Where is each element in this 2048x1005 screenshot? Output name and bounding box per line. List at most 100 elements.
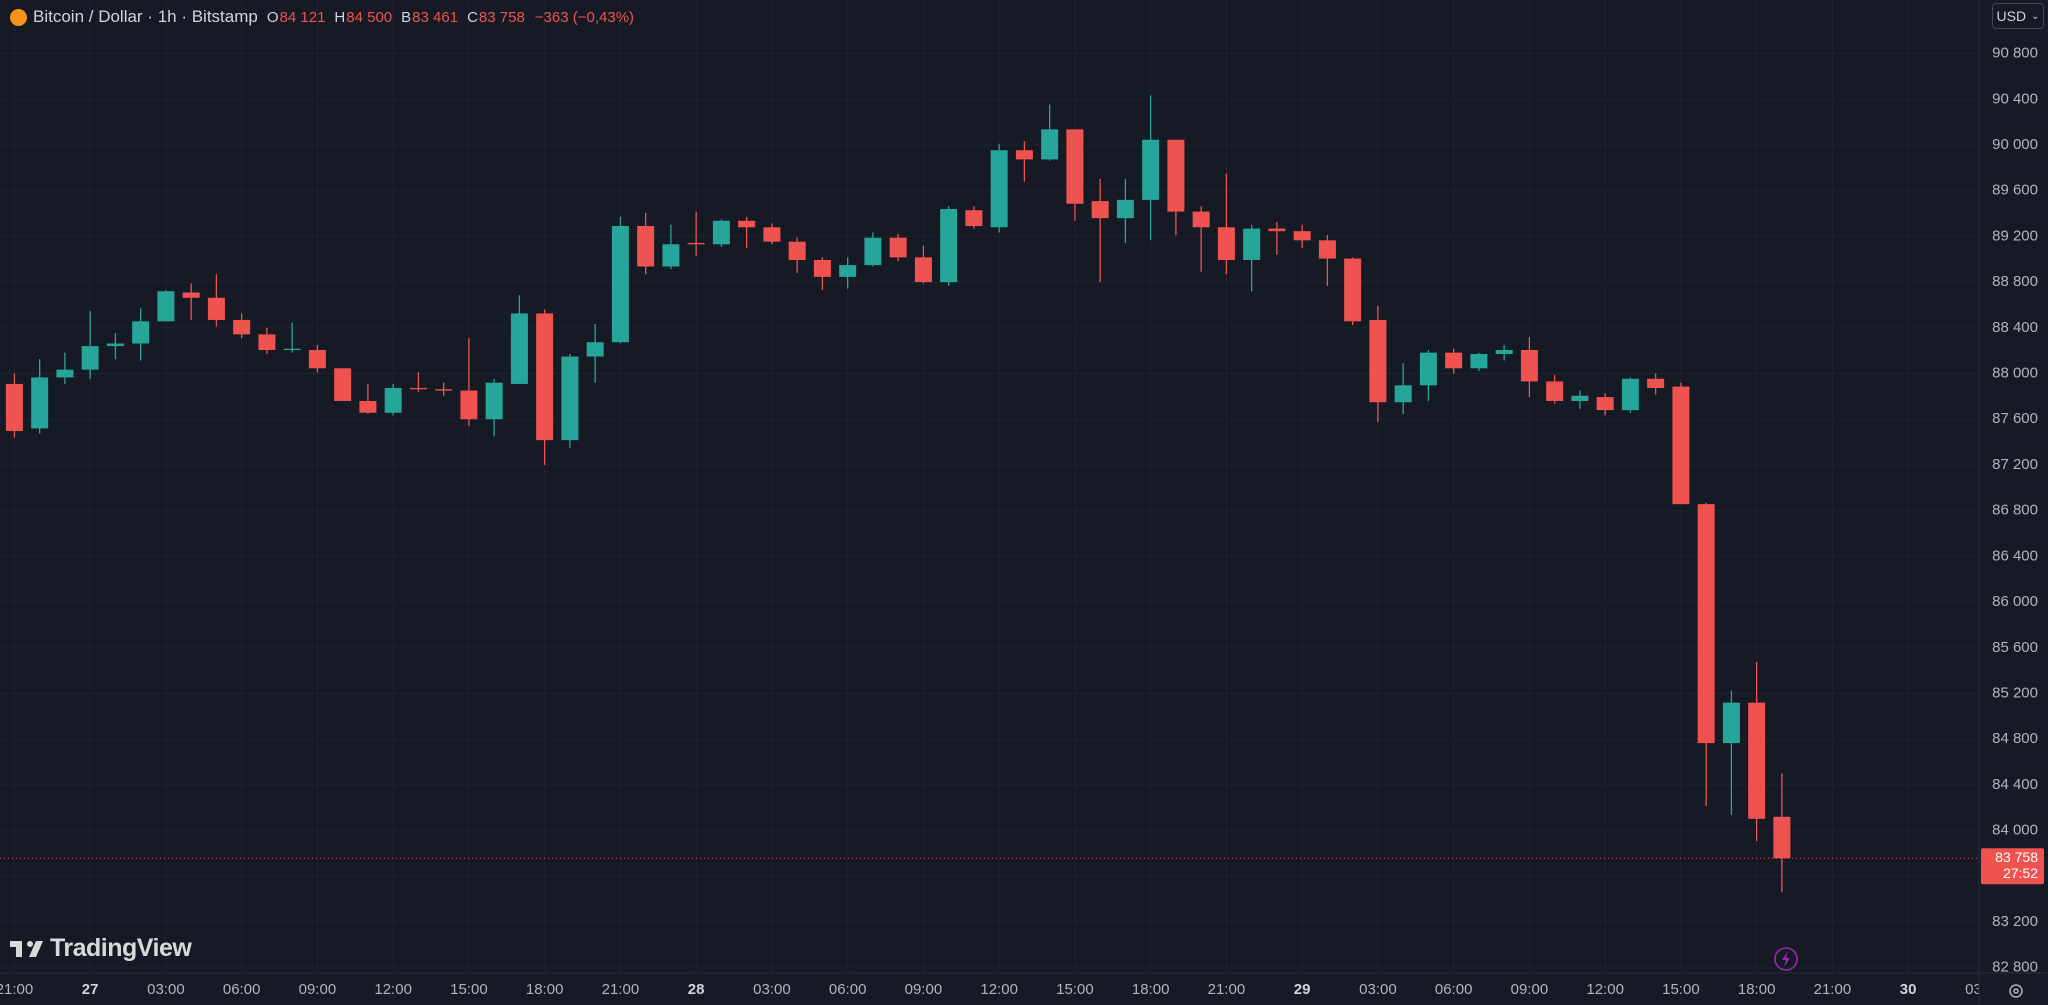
candle-body <box>1571 395 1589 401</box>
x-tick-label: 03:00 <box>753 981 791 998</box>
candle-body <box>1621 378 1639 411</box>
candle-body <box>1066 129 1084 204</box>
x-tick-label: 06:00 <box>1435 981 1473 998</box>
candle-body <box>1672 386 1690 505</box>
alert-icon-ring <box>1774 947 1798 971</box>
brand-mark <box>10 940 43 957</box>
candle-body <box>940 208 958 283</box>
candle-body <box>1445 352 1463 369</box>
y-tick-label: 90 000 <box>1992 136 2038 153</box>
candle-body <box>889 237 907 258</box>
alert-icon[interactable] <box>1774 947 1798 971</box>
candle-body <box>308 350 326 369</box>
candle-body <box>157 291 175 322</box>
y-tick-label: 87 600 <box>1992 410 2038 427</box>
candle-body <box>1293 231 1311 241</box>
ohlc-value: 83 758 <box>478 8 525 26</box>
x-tick-label: 18:00 <box>1132 981 1170 998</box>
candle-body <box>81 346 99 370</box>
y-tick-label: 89 600 <box>1992 182 2038 199</box>
candle-body <box>1142 139 1160 200</box>
dropdown-caret: ⌄ <box>2031 10 2040 22</box>
y-tick-label: 88 400 <box>1992 319 2038 336</box>
ohlc-key: C <box>467 8 478 26</box>
ohlc-key: B <box>401 8 412 26</box>
symbol-icon <box>10 8 27 26</box>
candle-body <box>990 150 1008 228</box>
candle-body <box>1495 350 1513 355</box>
ohlc-key: H <box>334 8 346 26</box>
candle-body <box>1546 381 1564 401</box>
price-change: −363 (−0,43%) <box>534 8 635 26</box>
candle-body <box>1470 354 1488 369</box>
candle-body <box>106 343 124 347</box>
candle-body <box>1243 228 1261 260</box>
y-tick-label: 89 200 <box>1992 227 2038 244</box>
y-tick-label: 83 200 <box>1992 913 2038 930</box>
candle-body <box>813 259 831 277</box>
brand-name: TradingView <box>50 934 192 962</box>
candle-body <box>1773 816 1791 859</box>
candle-body <box>1217 227 1235 260</box>
y-tick-label: 90 400 <box>1992 90 2038 107</box>
symbol-title[interactable]: Bitcoin / Dollar · 1h · Bitstamp <box>33 7 258 26</box>
y-tick-label: 85 200 <box>1992 684 2038 701</box>
candle-body <box>1647 378 1665 388</box>
candle-body <box>712 220 730 245</box>
last-price-label: 83 758 <box>1995 849 2038 865</box>
candle-body <box>1748 702 1766 819</box>
settings-icon-ring <box>2009 984 2023 998</box>
x-tick-label: 21:00 <box>0 981 33 998</box>
candle-body <box>1318 240 1336 259</box>
candle-body <box>207 297 225 320</box>
x-tick-label: 06:00 <box>829 981 867 998</box>
candle-body <box>409 387 427 390</box>
candle-body <box>864 237 882 266</box>
candle-body <box>182 292 200 298</box>
candle-body <box>637 226 655 267</box>
ohlc-value: 84 500 <box>346 8 393 26</box>
y-tick-label: 86 800 <box>1992 502 2038 519</box>
currency-button[interactable]: USD ⌄ <box>1992 3 2044 29</box>
x-tick-label: 12:00 <box>980 981 1018 998</box>
candle-body <box>1167 139 1185 212</box>
candle-body <box>510 313 528 384</box>
x-tick-label: 03:00 <box>1359 981 1397 998</box>
x-tick-label: 06:00 <box>223 981 261 998</box>
candle-body <box>132 321 150 344</box>
candle-body <box>611 226 629 343</box>
ohlc-key: O <box>266 8 279 26</box>
settings-icon[interactable] <box>2009 984 2023 998</box>
candle-body <box>460 390 478 420</box>
candle-body <box>586 342 604 357</box>
candle-body <box>31 377 49 429</box>
candle-body <box>258 334 276 351</box>
candle-body <box>1344 258 1362 322</box>
y-tick-label: 88 800 <box>1992 273 2038 290</box>
y-tick-label: 86 400 <box>1992 547 2038 564</box>
candle-body <box>485 382 503 420</box>
candle-body <box>839 265 857 277</box>
candle-body <box>1722 702 1740 744</box>
x-tick-label: 18:00 <box>1738 981 1776 998</box>
brand-logo[interactable]: TradingView <box>10 934 192 963</box>
y-tick-label: 90 800 <box>1992 45 2038 62</box>
candle-body <box>1394 385 1412 403</box>
candle-body <box>536 313 554 441</box>
x-tick-label: 12:00 <box>1586 981 1624 998</box>
x-tick-label: 27 <box>82 981 99 998</box>
x-tick-label: 30 <box>1900 981 1917 998</box>
x-tick-label: 09:00 <box>299 981 337 998</box>
last-price-tag <box>1981 848 2044 885</box>
candle-body <box>1697 504 1715 744</box>
y-tick-label: 85 600 <box>1992 639 2038 656</box>
y-tick-label: 87 200 <box>1992 456 2038 473</box>
x-tick-label: 21:00 <box>1208 981 1246 998</box>
candle-body <box>914 257 932 283</box>
x-tick-label: 15:00 <box>450 981 488 998</box>
y-tick-label: 84 400 <box>1992 776 2038 793</box>
x-tick-label: 09:00 <box>1511 981 1549 998</box>
y-tick-label: 86 000 <box>1992 593 2038 610</box>
candle-body <box>334 368 352 401</box>
